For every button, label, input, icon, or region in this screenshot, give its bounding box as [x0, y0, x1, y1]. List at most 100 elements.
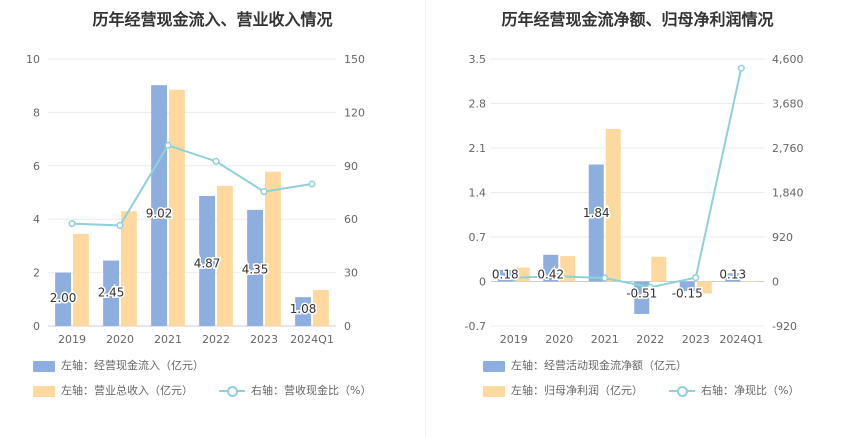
left-axis-tick-label: 2.8 [469, 98, 487, 111]
bar-profit [265, 171, 281, 326]
data-label: 2.00 [50, 291, 77, 305]
data-label: 2.45 [98, 286, 125, 300]
x-axis-tick-label: 2019 [500, 333, 528, 346]
left-axis-tick-label: 0 [33, 320, 40, 333]
bar-cash [634, 281, 650, 314]
legend-swatch-blue [33, 360, 55, 372]
data-label: -0.15 [672, 287, 703, 301]
data-label: -0.51 [626, 287, 657, 301]
ratio-point [116, 221, 124, 229]
bar-cash [199, 195, 215, 326]
legend-swatch-orange [483, 385, 505, 397]
x-axis-tick-label: 2022 [202, 333, 230, 346]
bar-profit [742, 281, 758, 282]
x-axis-tick-label: 2024Q1 [290, 333, 334, 346]
x-axis-tick-label: 2021 [154, 333, 182, 346]
right-chart-panel: 历年经营现金流净额、归母净利润情况 -0.7 0 0.7 1.4 2.1 2.8 3.5 -9… [425, 0, 850, 437]
right-axis-tick-label: 3,680 [772, 98, 804, 111]
data-label: 1.08 [290, 302, 317, 316]
bar-cash [679, 281, 695, 292]
ratio-point [692, 274, 700, 282]
bar-profit [696, 281, 712, 294]
x-axis-tick-label: 2023 [682, 333, 710, 346]
left-axis-tick-label: 8 [33, 106, 40, 119]
panel-divider [425, 0, 426, 437]
ratio-point [260, 188, 268, 196]
legend-swatch-blue [483, 360, 505, 372]
ratio-point [212, 157, 220, 165]
right-axis-tick-label: 920 [772, 231, 793, 244]
left-axis-tick-label: 0 [479, 276, 486, 289]
bar-profit [217, 185, 233, 326]
left-axis-tick-label: 2 [33, 267, 40, 280]
bar-profit [651, 256, 667, 282]
x-axis-tick-label: 2024Q1 [719, 333, 763, 346]
chart-title: 历年经营现金流净额、归母净利润情况 [501, 10, 774, 29]
right-axis-tick-label: 0 [772, 276, 779, 289]
bar-cash [295, 297, 311, 326]
legend-item-net-cash-flow[interactable]: 左轴：经营活动现金流净额（亿元） [483, 358, 687, 374]
ratio-line [513, 67, 743, 289]
data-label: 0.42 [537, 268, 564, 282]
bar-profit [121, 211, 137, 326]
left-axis-tick-label: 6 [33, 160, 40, 173]
legend-item-revenue[interactable]: 左轴：营业总收入（亿元） [33, 383, 193, 399]
legend-label: 右轴：营收现金比（%） [251, 384, 372, 397]
legend-swatch-line [219, 385, 245, 397]
ratio-point [308, 180, 316, 188]
data-label: 0.18 [492, 268, 519, 282]
ratio-point [510, 274, 518, 282]
bar-cash [247, 209, 263, 326]
x-axis-tick-label: 2023 [250, 333, 278, 346]
legend-label: 左轴：营业总收入（亿元） [61, 384, 193, 397]
data-label: 1.84 [583, 206, 610, 220]
legend-label: 左轴：经营现金流入（亿元） [61, 359, 204, 372]
legend-label: 左轴：经营活动现金流净额（亿元） [511, 359, 687, 372]
legend-swatch-orange [33, 385, 55, 397]
bar-cash [497, 270, 513, 282]
right-axis-tick-label: 60 [344, 213, 358, 226]
right-axis-tick-label: 120 [344, 106, 365, 119]
bar-cash [588, 164, 604, 282]
ratio-point [164, 141, 172, 149]
bar-cash [103, 260, 119, 326]
ratio-point [737, 64, 745, 72]
legend-item-ratio[interactable]: 右轴：营收现金比（%） [219, 383, 371, 399]
left-axis-tick-label: 2.1 [469, 142, 487, 155]
bar-cash [151, 85, 167, 326]
left-axis-tick-label: 3.5 [469, 53, 487, 66]
data-label: 4.35 [242, 263, 269, 277]
legend-item-cash-ratio[interactable]: 右轴：净现比（%） [669, 383, 799, 399]
bar-profit [313, 289, 329, 326]
legend-item-cash-inflow[interactable]: 左轴：经营现金流入（亿元） [33, 358, 204, 374]
ratio-point [601, 274, 609, 282]
right-axis-tick-label: 1,840 [772, 187, 804, 200]
ratio-point [646, 283, 654, 291]
legend-label: 右轴：净现比（%） [701, 384, 800, 397]
legend-swatch-line [669, 385, 695, 397]
right-axis-tick-label: 30 [344, 267, 358, 280]
legend-item-net-profit[interactable]: 左轴：归母净利润（亿元） [483, 383, 643, 399]
right-axis-tick-label: 2,760 [772, 142, 804, 155]
data-label: 4.87 [194, 256, 221, 270]
bar-profit [605, 128, 621, 282]
left-axis-tick-label: -0.7 [465, 320, 486, 333]
ratio-point [555, 272, 563, 280]
data-label: 9.02 [146, 207, 173, 221]
right-chart-plot: -0.7 0 0.7 1.4 2.1 2.8 3.5 -920 0 920 1,840 2,760 3,… [465, 53, 804, 346]
bar-profit [560, 256, 576, 282]
left-axis-tick-label: 1.4 [469, 187, 487, 200]
x-axis-tick-label: 2020 [106, 333, 134, 346]
left-chart-plot: 0 2 4 6 8 10 0 30 60 90 120 150 2019 2020 2021 2022 2023… [26, 53, 365, 346]
bar-profit [73, 233, 89, 326]
bar-cash [543, 254, 559, 282]
left-axis-tick-label: 10 [26, 53, 40, 66]
right-axis-tick-label: 150 [344, 53, 365, 66]
right-axis-tick-label: -920 [772, 320, 797, 333]
x-axis-tick-label: 2022 [636, 333, 664, 346]
data-label: 0.13 [719, 268, 746, 282]
legend-label: 左轴：归母净利润（亿元） [511, 384, 643, 397]
bar-cash [55, 272, 71, 326]
left-axis-tick-label: 4 [33, 213, 40, 226]
ratio-point [68, 220, 76, 228]
